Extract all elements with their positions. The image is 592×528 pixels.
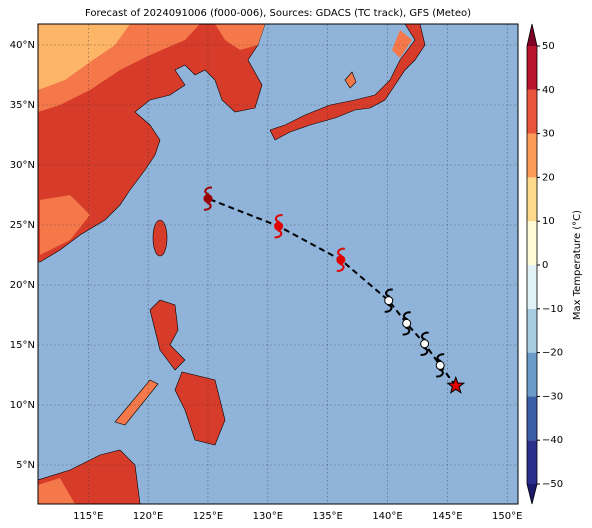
x-tick-label: 120°E xyxy=(133,511,163,522)
colorbar-tick-label: −40 xyxy=(542,435,563,446)
colorbar-tick-label: 50 xyxy=(542,41,555,52)
colorbar-tick-label: −20 xyxy=(542,348,563,359)
colorbar: −50 −40 −30 −20 −10 0 10 20 30 40 50 xyxy=(526,23,563,505)
cyclone-symbol xyxy=(336,255,346,265)
cyclone-arms xyxy=(336,247,346,272)
colorbar-tick-label: −30 xyxy=(542,391,563,402)
land xyxy=(38,24,426,504)
y-tick-label: 35°N xyxy=(10,100,35,111)
cyclone-symbol xyxy=(435,360,445,370)
colorbar-extend-over xyxy=(527,24,537,46)
colorbar-band xyxy=(527,177,537,222)
cyclone-symbol xyxy=(274,221,284,231)
colorbar-extend-under xyxy=(527,484,537,504)
colorbar-band xyxy=(527,221,537,265)
colorbar-tick-label: 20 xyxy=(542,172,555,183)
x-tick-label: 140°E xyxy=(372,511,402,522)
cyclone-arms xyxy=(436,353,445,378)
x-tick-label: 145°E xyxy=(432,511,462,522)
colorbar-band xyxy=(527,396,537,441)
colorbar-band xyxy=(527,352,537,397)
cyclone-symbol xyxy=(203,194,213,204)
y-tick-label: 40°N xyxy=(10,40,35,51)
colorbar-band xyxy=(527,265,537,309)
colorbar-band xyxy=(527,133,537,178)
colorbar-tick-label: 0 xyxy=(542,260,548,271)
colorbar-band xyxy=(527,308,537,353)
track xyxy=(203,186,466,394)
cyclone-arms xyxy=(420,331,429,356)
cyclone-symbol xyxy=(402,318,412,328)
y-tick-label: 10°N xyxy=(10,400,35,411)
colorbar-tick-label: 30 xyxy=(542,129,555,140)
cyclone-arms xyxy=(402,311,411,336)
x-tick-label: 135°E xyxy=(312,511,342,522)
map-title: Forecast of 2024091006 (f000-006), Sourc… xyxy=(85,8,471,19)
x-tick-label: 125°E xyxy=(193,511,223,522)
track-star xyxy=(446,375,466,394)
colorbar-band xyxy=(527,89,537,134)
colorbar-tick-label: −10 xyxy=(542,304,563,315)
x-tick-label: 150°E xyxy=(492,511,522,522)
x-tick-label: 130°E xyxy=(253,511,283,522)
cyclone-symbol xyxy=(420,339,430,349)
colorbar-label: Max Temperature (°C) xyxy=(572,210,583,320)
y-tick-label: 20°N xyxy=(10,280,35,291)
colorbar-tick-label: 40 xyxy=(542,85,555,96)
colorbar-tick-label: 10 xyxy=(542,216,555,227)
y-tick-label: 5°N xyxy=(16,460,35,471)
colorbar-band xyxy=(527,440,537,484)
colorbar-tick-label: −50 xyxy=(542,479,563,490)
colorbar-band xyxy=(527,46,537,90)
y-tick-label: 25°N xyxy=(10,220,35,231)
cyclone-arms xyxy=(384,288,393,313)
cyclone-arms xyxy=(274,214,283,239)
y-tick-label: 15°N xyxy=(10,340,35,351)
y-tick-label: 30°N xyxy=(10,160,35,171)
x-tick-label: 115°E xyxy=(73,511,103,522)
cyclone-arms xyxy=(203,186,213,211)
cyclone-symbol xyxy=(384,296,394,306)
map-frame xyxy=(37,23,519,505)
